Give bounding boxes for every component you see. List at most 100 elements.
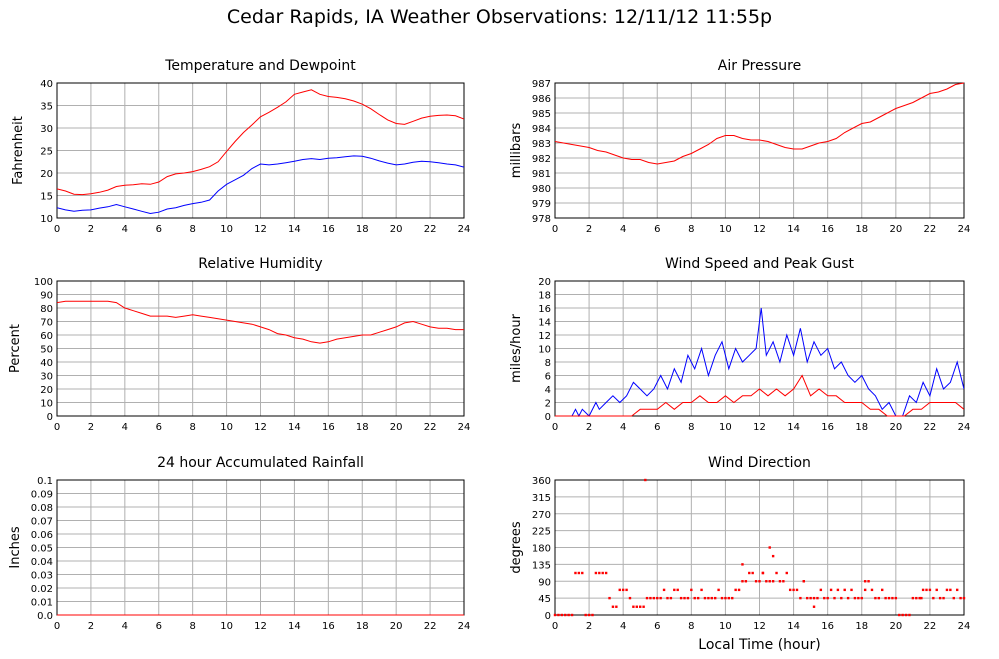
data-point (644, 478, 647, 482)
data-point (935, 588, 938, 592)
y-tick-label: 0.1 (37, 476, 53, 487)
data-point (717, 588, 720, 592)
chart-title: Air Pressure (718, 58, 801, 74)
x-tick-label: 2 (88, 621, 94, 632)
data-point (816, 596, 819, 600)
data-point (741, 580, 744, 583)
data-point (744, 580, 748, 583)
data-point (867, 580, 870, 583)
data-point (833, 596, 836, 600)
data-point (581, 571, 584, 575)
x-tick-label: 0 (552, 224, 558, 235)
y-tick-label: 980 (532, 184, 551, 195)
data-point (577, 571, 581, 575)
y-tick-label: 10 (40, 214, 53, 225)
y-tick-label: 180 (532, 544, 551, 555)
data-point (584, 613, 587, 617)
y-axis-label: millibars (509, 123, 524, 179)
data-point (621, 588, 625, 592)
series-line (555, 82, 964, 165)
data-point (901, 613, 904, 617)
data-point (853, 596, 857, 600)
data-point (812, 596, 816, 600)
data-point (952, 596, 955, 600)
chart-title: 24 hour Accumulated Rainfall (157, 455, 364, 471)
y-tick-label: 100 (34, 277, 53, 288)
data-point (645, 596, 649, 600)
x-tick-label: 6 (156, 621, 162, 632)
data-point (806, 596, 809, 600)
data-point (863, 580, 867, 583)
x-tick-label: 4 (122, 621, 128, 632)
y-axis-label: Percent (8, 324, 23, 373)
x-tick-label: 22 (924, 621, 937, 632)
data-point (959, 596, 962, 600)
data-point (727, 596, 731, 600)
x-axis-label: Local Time (hour) (698, 637, 820, 653)
x-tick-label: 2 (586, 422, 592, 433)
plot-frame (56, 280, 465, 417)
y-tick-label: 8 (545, 358, 551, 369)
plot-frame (554, 280, 965, 417)
y-tick-label: 0.03 (31, 571, 53, 582)
x-tick-label: 12 (753, 422, 766, 433)
y-tick-label: 135 (532, 560, 551, 571)
x-tick-label: 10 (719, 224, 732, 235)
y-tick-label: 35 (40, 102, 53, 113)
data-point (587, 613, 591, 617)
data-point (731, 596, 734, 600)
y-tick-label: 14 (538, 318, 551, 329)
y-tick-label: 360 (532, 476, 551, 487)
y-tick-label: 986 (532, 94, 551, 105)
y-tick-label: 16 (538, 304, 551, 315)
data-point (639, 605, 642, 608)
series-line (57, 89, 464, 196)
y-tick-label: 0.09 (31, 490, 53, 501)
y-tick-label: 0 (47, 412, 53, 423)
data-point (920, 596, 923, 600)
data-point (765, 580, 768, 583)
x-tick-label: 6 (156, 224, 162, 235)
x-tick-label: 24 (458, 422, 471, 433)
x-tick-label: 12 (254, 224, 267, 235)
x-tick-label: 4 (620, 422, 626, 433)
y-tick-label: 12 (538, 331, 551, 342)
data-point (625, 588, 628, 592)
x-tick-label: 14 (787, 422, 800, 433)
data-point (771, 580, 775, 583)
data-point (962, 596, 966, 600)
data-point (850, 588, 853, 592)
data-point (683, 596, 686, 600)
data-point (754, 580, 758, 583)
data-point (840, 596, 843, 600)
x-tick-label: 0 (54, 422, 60, 433)
x-tick-label: 10 (719, 621, 732, 632)
data-point (724, 596, 727, 600)
data-point (843, 588, 846, 592)
x-tick-label: 8 (189, 224, 195, 235)
data-point (891, 596, 894, 600)
x-tick-label: 10 (220, 224, 233, 235)
data-point (775, 571, 778, 575)
data-point (782, 580, 785, 583)
series-line (555, 374, 964, 417)
data-point (894, 596, 898, 600)
x-tick-label: 14 (288, 224, 301, 235)
data-point (564, 613, 567, 617)
y-tick-label: 0.01 (31, 598, 53, 609)
chart-title: Temperature and Dewpoint (164, 58, 356, 74)
data-point (690, 588, 693, 592)
data-point (741, 563, 744, 566)
x-tick-label: 20 (390, 224, 403, 235)
chart-title: Relative Humidity (198, 256, 322, 272)
data-point (632, 605, 635, 608)
data-point (768, 580, 771, 583)
x-tick-label: 18 (855, 621, 868, 632)
data-point (908, 613, 911, 617)
data-point (911, 596, 915, 600)
data-point (686, 596, 690, 600)
y-tick-label: 987 (532, 79, 551, 90)
x-tick-label: 12 (254, 422, 267, 433)
y-axis-label: Inches (8, 526, 23, 568)
x-tick-label: 24 (958, 422, 971, 433)
